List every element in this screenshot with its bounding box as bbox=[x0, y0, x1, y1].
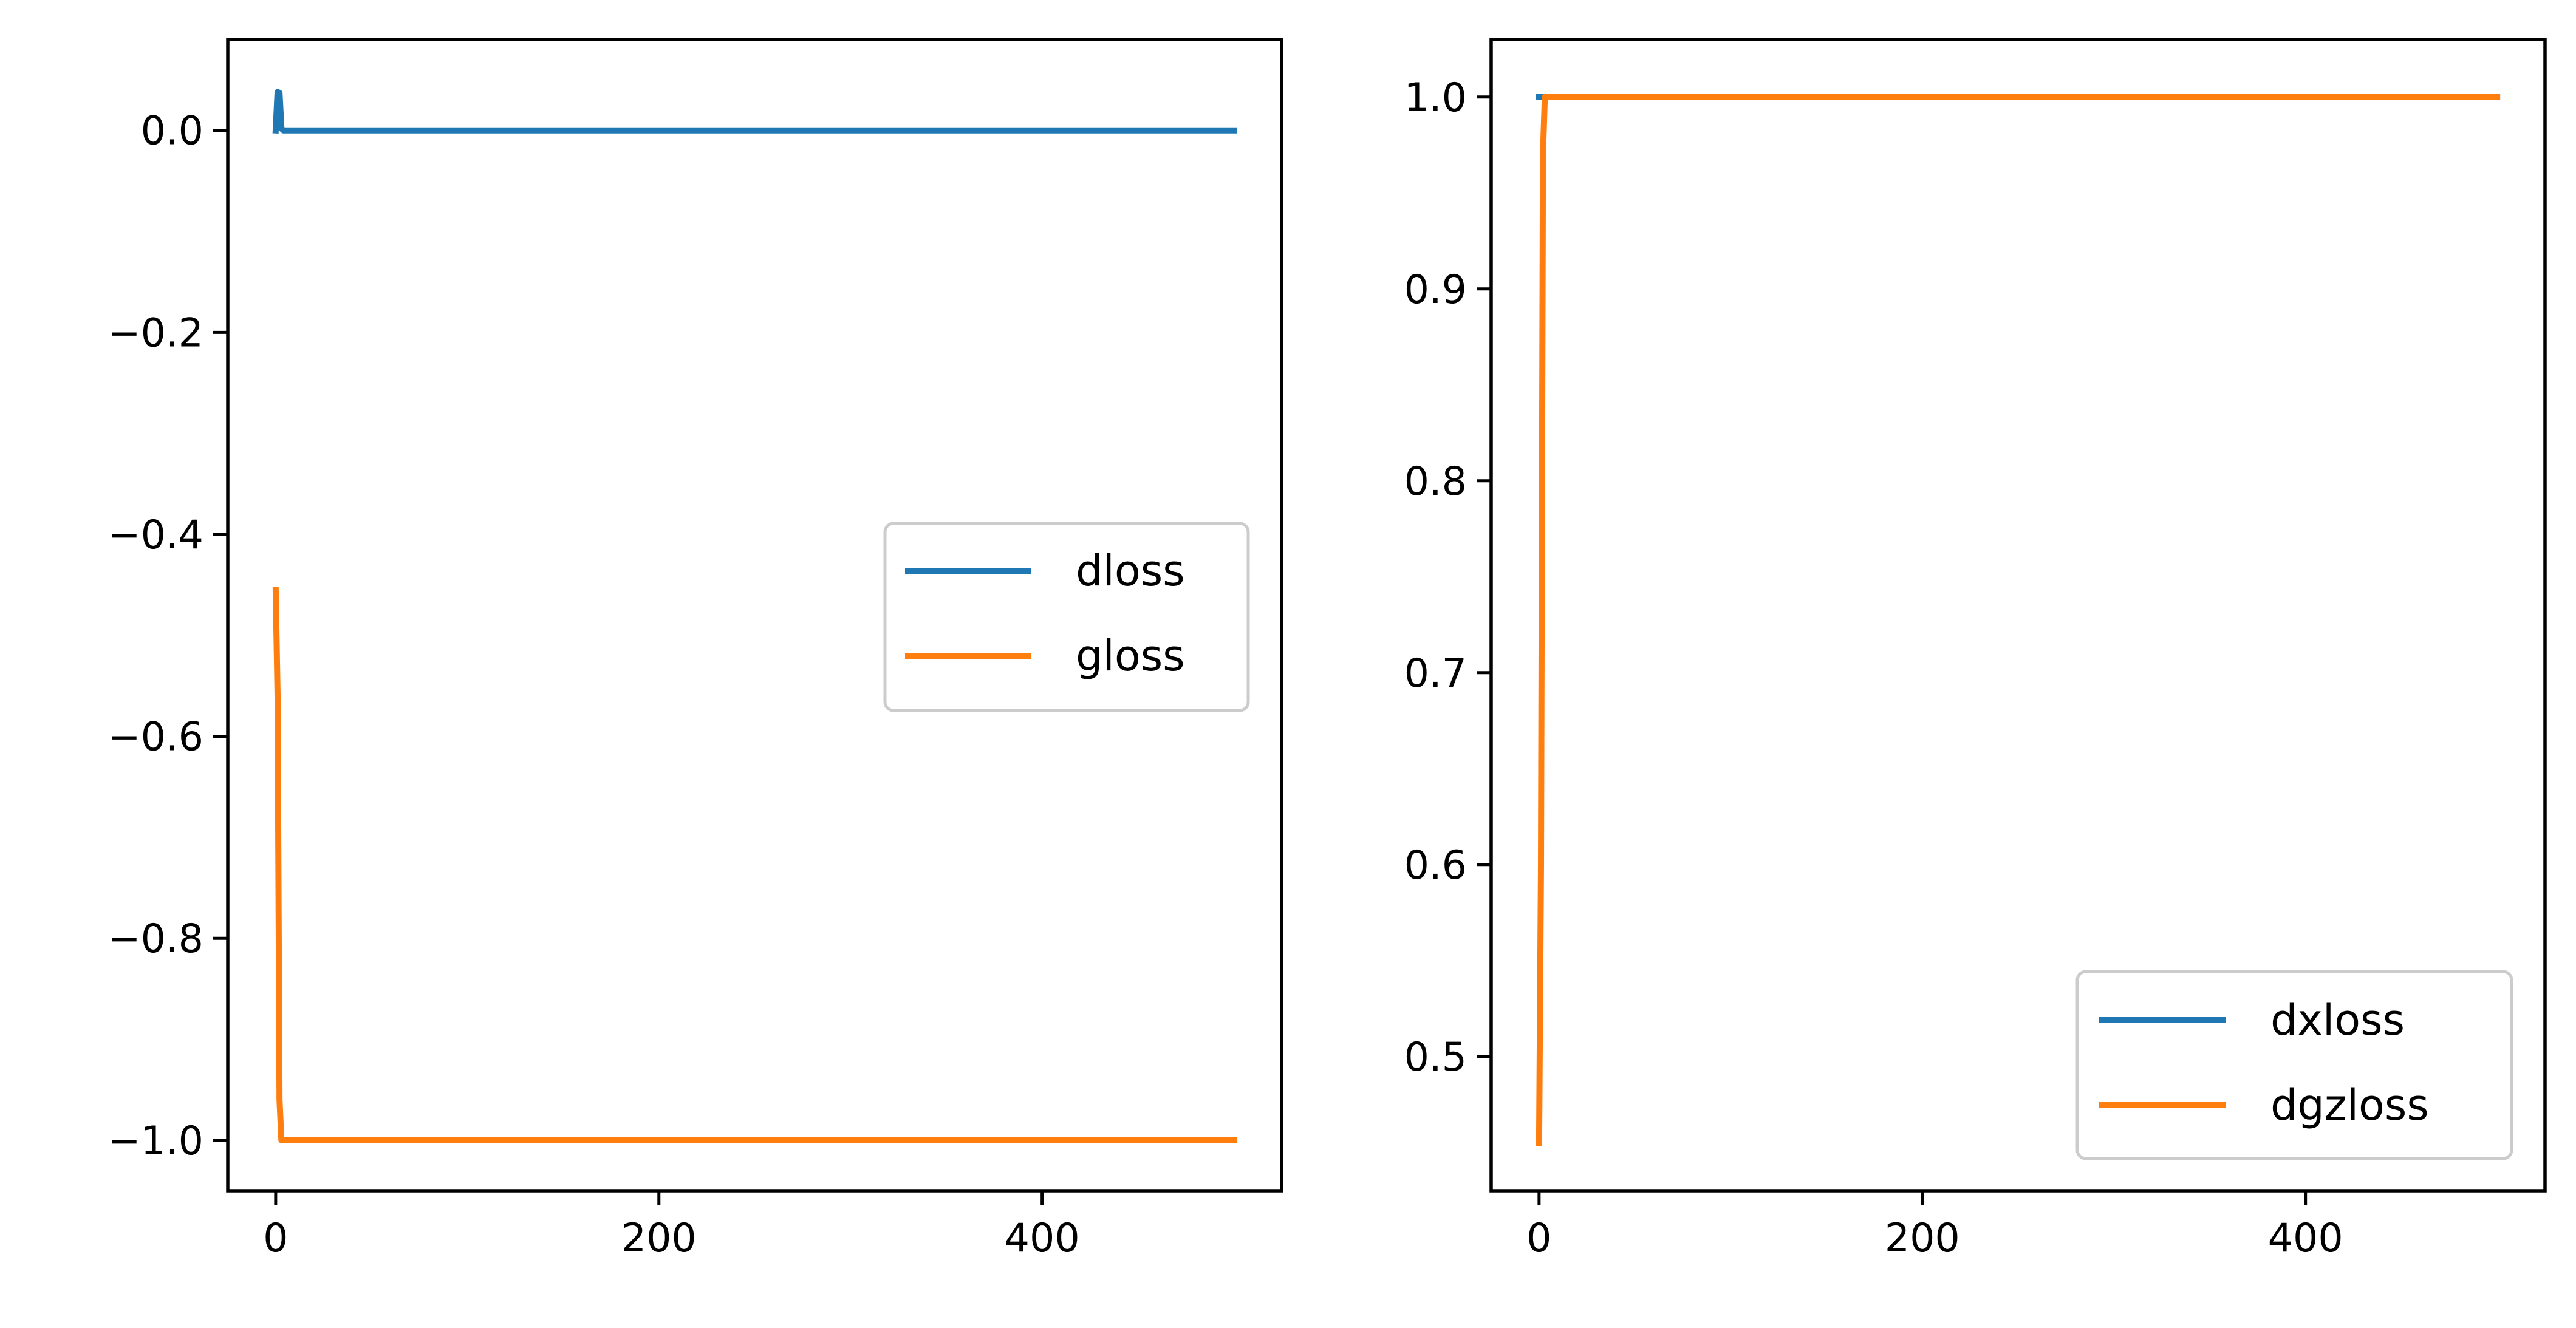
right-x-tick-label: 0 bbox=[1526, 1216, 1551, 1261]
left-y-tick-label: −1.0 bbox=[108, 1119, 203, 1164]
right-x-tick-label: 400 bbox=[2268, 1216, 2343, 1261]
left-series-line-gloss bbox=[272, 587, 1237, 1143]
left-plot-frame bbox=[226, 38, 1283, 1193]
left-x-tick-label: 400 bbox=[1005, 1216, 1080, 1261]
right-y-tick-label: 0.6 bbox=[1404, 843, 1467, 888]
left-legend-box bbox=[883, 522, 1250, 712]
right-series-line-dgzloss bbox=[1536, 94, 2501, 1146]
chart-right: 0 200 400 0.5 0.6 0.7 0.8 0.9 1.0 dxloss dgzlos… bbox=[1404, 38, 2547, 1261]
chart-left: 0 200 400 0.0 −0.2 −0.4 −0.6 −0.8 −1.0 dloss gl… bbox=[108, 38, 1283, 1261]
right-legend-label-dxloss: dxloss bbox=[2270, 995, 2405, 1045]
left-legend-label-dloss: dloss bbox=[1076, 546, 1185, 596]
right-y-ticks: 0.5 0.6 0.7 0.8 0.9 1.0 bbox=[1404, 75, 1491, 1080]
left-series-line-dloss bbox=[272, 89, 1237, 134]
right-y-tick-label: 0.5 bbox=[1404, 1035, 1467, 1080]
left-y-tick-label: −0.2 bbox=[108, 310, 203, 356]
right-plot-frame bbox=[1489, 38, 2547, 1193]
left-legend-label-gloss: gloss bbox=[1076, 631, 1185, 681]
left-series-layer bbox=[272, 89, 1237, 1143]
left-x-tick-label: 0 bbox=[263, 1216, 288, 1261]
left-y-tick-label: −0.6 bbox=[108, 715, 203, 760]
right-y-tick-label: 0.9 bbox=[1404, 267, 1467, 313]
left-y-tick-label: 0.0 bbox=[141, 109, 203, 154]
left-y-ticks: 0.0 −0.2 −0.4 −0.6 −0.8 −1.0 bbox=[108, 109, 228, 1164]
left-x-ticks: 0 200 400 bbox=[263, 1191, 1080, 1261]
right-y-tick-label: 0.8 bbox=[1404, 459, 1467, 505]
left-legend: dloss gloss bbox=[883, 522, 1250, 712]
right-x-ticks: 0 200 400 bbox=[1526, 1191, 2343, 1261]
right-x-tick-label: 200 bbox=[1885, 1216, 1960, 1261]
left-x-tick-label: 200 bbox=[621, 1216, 697, 1261]
right-y-tick-label: 1.0 bbox=[1404, 75, 1467, 121]
left-y-tick-label: −0.8 bbox=[108, 916, 203, 962]
right-legend: dxloss dgzloss bbox=[2075, 970, 2513, 1160]
right-legend-label-dgzloss: dgzloss bbox=[2270, 1080, 2429, 1130]
right-series-layer bbox=[1536, 94, 2501, 1146]
left-y-tick-label: −0.4 bbox=[108, 512, 203, 558]
right-y-tick-label: 0.7 bbox=[1404, 651, 1467, 696]
